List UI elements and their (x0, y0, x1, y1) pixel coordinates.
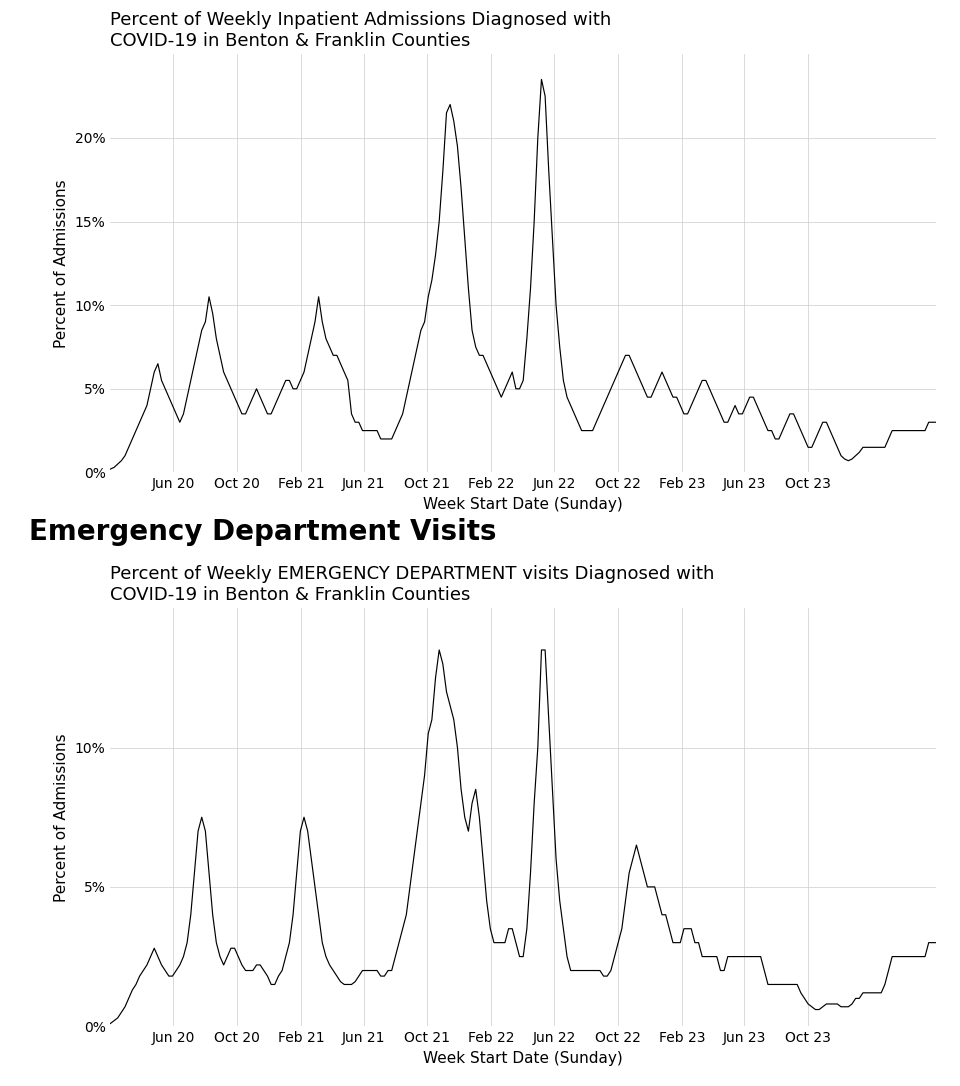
Text: Percent of Weekly Inpatient Admissions Diagnosed with
COVID-19 in Benton & Frank: Percent of Weekly Inpatient Admissions D… (110, 11, 612, 50)
Y-axis label: Percent of Admissions: Percent of Admissions (54, 179, 69, 348)
Y-axis label: Percent of Admissions: Percent of Admissions (54, 733, 69, 901)
X-axis label: Week Start Date (Sunday): Week Start Date (Sunday) (423, 1050, 623, 1065)
Text: Percent of Weekly EMERGENCY DEPARTMENT visits Diagnosed with
COVID-19 in Benton : Percent of Weekly EMERGENCY DEPARTMENT v… (110, 565, 715, 604)
X-axis label: Week Start Date (Sunday): Week Start Date (Sunday) (423, 496, 623, 512)
Text: Emergency Department Visits: Emergency Department Visits (29, 518, 496, 546)
